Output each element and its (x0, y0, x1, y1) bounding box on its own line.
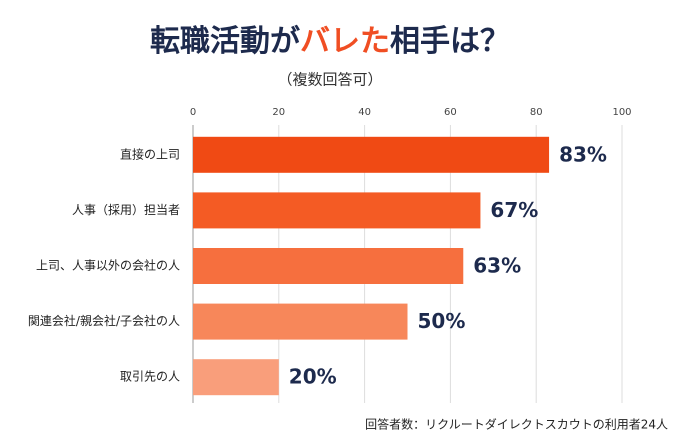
x-tick-label: 60 (444, 107, 457, 118)
chart-title: 転職活動がバレた相手は？ (150, 24, 510, 59)
bar (193, 303, 408, 340)
value-label: 50% (418, 309, 466, 333)
x-tick-label: 0 (190, 107, 196, 118)
y-tick-label: 上司、人事以外の会社の人 (36, 258, 180, 273)
y-tick-label: 人事（採用）担当者 (72, 203, 180, 217)
x-tick-label: 20 (272, 107, 285, 118)
bar (193, 192, 481, 229)
value-label: 63% (473, 254, 521, 278)
value-label: 20% (289, 365, 337, 389)
title-part: バレた (300, 24, 390, 59)
bar (193, 136, 550, 173)
chart-subtitle: （複数回答可） (277, 71, 382, 89)
y-tick-label: 関連会社/親会社/子会社の人 (28, 313, 180, 328)
title-part: 相手は？ (390, 24, 510, 59)
y-tick-label: 取引先の人 (120, 370, 180, 384)
bar (193, 359, 279, 396)
value-label: 83% (559, 142, 607, 166)
x-tick-label: 80 (530, 107, 543, 118)
source-note: 回答者数：リクルートダイレクトスカウトの利用者24人 (365, 417, 668, 432)
x-tick-label: 40 (358, 107, 371, 118)
x-tick-label: 100 (612, 107, 631, 118)
y-tick-label: 直接の上司 (120, 146, 180, 161)
value-label: 67% (490, 198, 538, 222)
bar (193, 248, 464, 284)
title-part: 転職活動が (150, 24, 300, 59)
